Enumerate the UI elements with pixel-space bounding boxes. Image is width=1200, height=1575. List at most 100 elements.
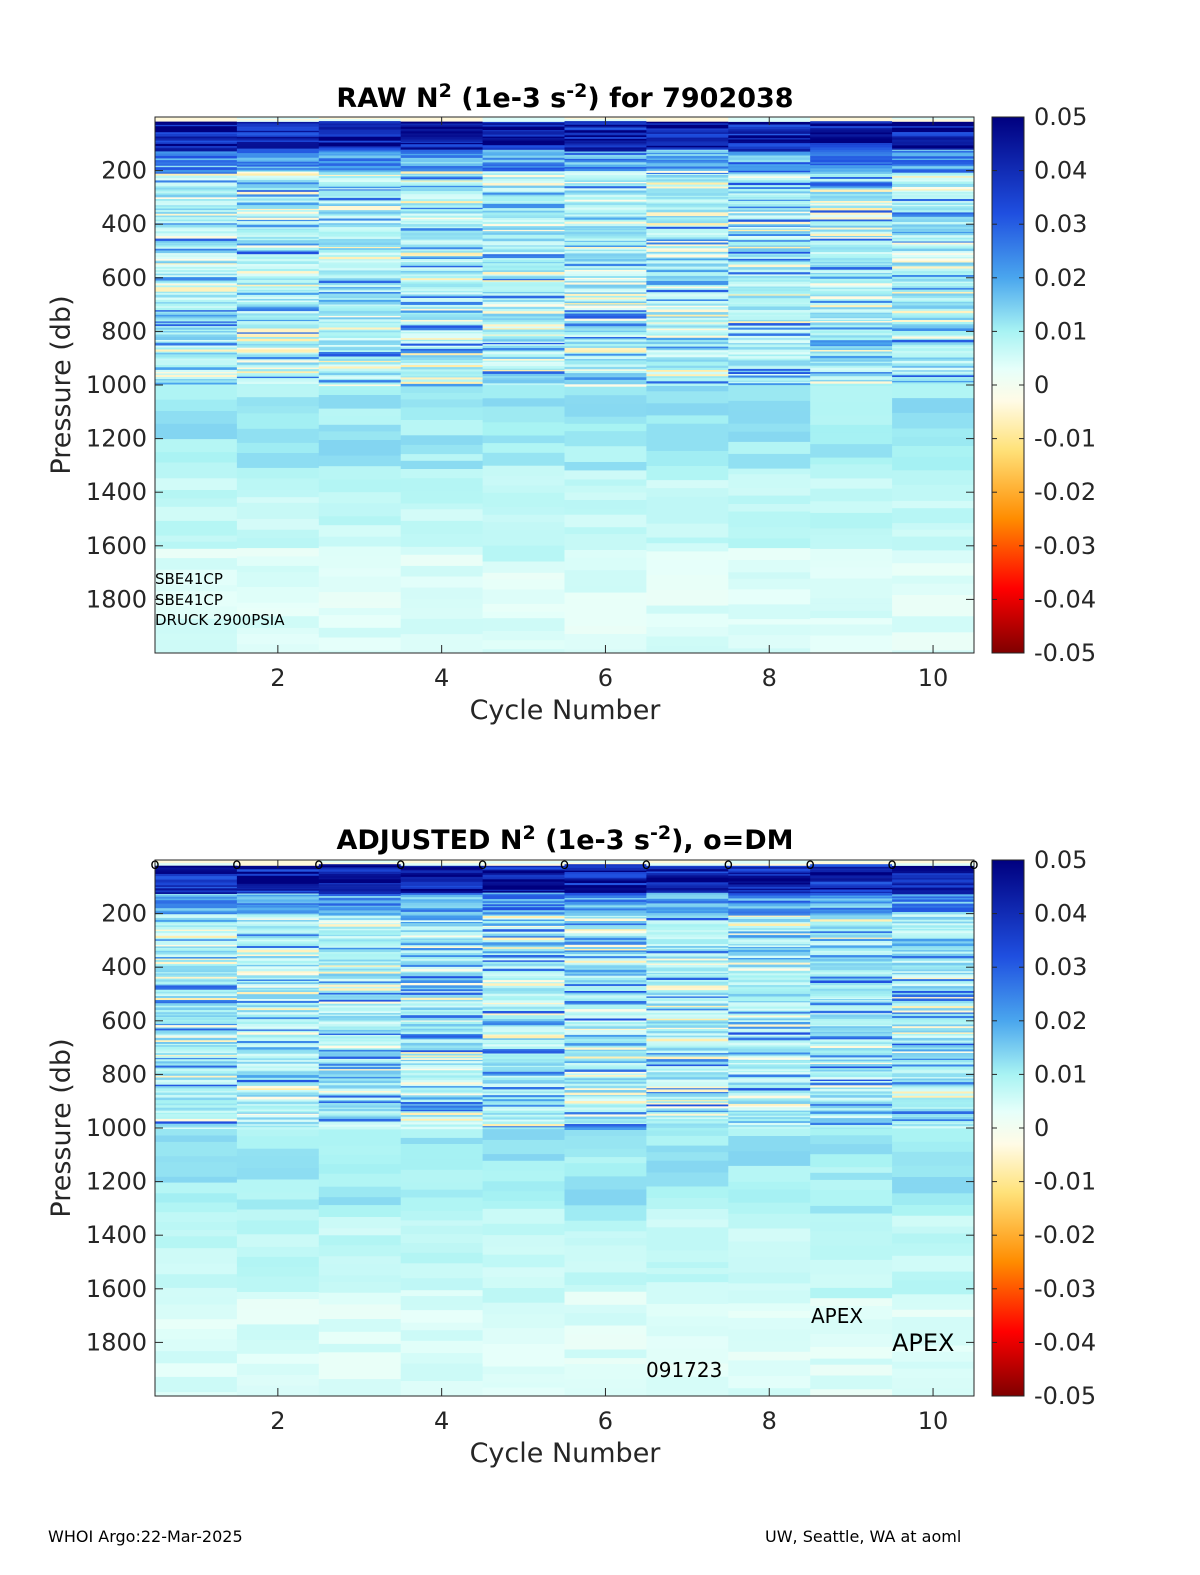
- heatmap-cell: [400, 867, 483, 869]
- heatmap-cell: [810, 288, 893, 292]
- heatmap-cell: [810, 287, 893, 290]
- heatmap-cell: [810, 185, 893, 189]
- heatmap-cell: [728, 1360, 811, 1377]
- heatmap-cell: [236, 286, 320, 289]
- heatmap-cell: [400, 1182, 483, 1191]
- heatmap-cell: [236, 1395, 320, 1396]
- heatmap-cell: [892, 123, 974, 127]
- heatmap-cell: [564, 1016, 647, 1019]
- heatmap-cell: [646, 117, 729, 120]
- dm-marker: o: [314, 855, 323, 873]
- heatmap-cell: [892, 998, 974, 1002]
- heatmap-cell: [564, 1231, 647, 1239]
- heatmap-cell: [810, 902, 893, 904]
- heatmap-cell: [564, 874, 647, 878]
- heatmap-cell: [482, 953, 565, 956]
- heatmap-cell: [482, 320, 565, 323]
- heatmap-cell: [482, 912, 565, 916]
- heatmap-cell: [728, 1119, 811, 1122]
- heatmap-cell: [810, 258, 893, 261]
- heatmap-cell: [810, 294, 893, 297]
- heatmap-cell: [318, 928, 402, 931]
- heatmap-cell: [318, 299, 402, 303]
- heatmap-cell: [892, 1086, 974, 1089]
- heatmap-cell: [728, 962, 811, 965]
- heatmap-cell: [236, 1044, 320, 1048]
- heatmap-cell: [318, 1053, 402, 1056]
- heatmap-cell: [646, 990, 729, 993]
- heatmap-cell: [892, 874, 974, 878]
- heatmap-cell: [564, 218, 647, 221]
- heatmap-cell: [482, 267, 565, 271]
- heatmap-cell: [646, 193, 729, 197]
- y-tick-label: 1400: [86, 478, 147, 506]
- heatmap-cell: [155, 367, 238, 371]
- heatmap-cell: [236, 1000, 320, 1004]
- heatmap-cell: [318, 1083, 402, 1086]
- heatmap-cell: [155, 863, 238, 867]
- heatmap-cell: [728, 474, 811, 489]
- heatmap-cell: [892, 187, 974, 190]
- heatmap-cell: [810, 909, 893, 912]
- heatmap-cell: [810, 143, 893, 146]
- heatmap-cell: [728, 281, 811, 285]
- heatmap-cell: [810, 1061, 893, 1064]
- heatmap-cell: [236, 177, 320, 181]
- heatmap-cell: [810, 154, 893, 157]
- heatmap-cell: [236, 885, 320, 889]
- heatmap-cell: [646, 325, 729, 328]
- heatmap-cell: [236, 1340, 320, 1355]
- heatmap-cell: [318, 455, 402, 467]
- heatmap-cell: [155, 291, 238, 294]
- heatmap-cell: [318, 1035, 402, 1037]
- heatmap-cell: [318, 1070, 402, 1074]
- heatmap-cell: [400, 924, 483, 927]
- heatmap-cell: [646, 1198, 729, 1210]
- heatmap-cell: [155, 520, 238, 537]
- heatmap-cell: [564, 940, 647, 942]
- heatmap-cell: [646, 182, 729, 185]
- heatmap-cell: [318, 218, 402, 221]
- heatmap-cell: [318, 986, 402, 989]
- heatmap-cell: [236, 987, 320, 990]
- heatmap-cell: [892, 1124, 974, 1127]
- heatmap-cell: [646, 379, 729, 382]
- heatmap-cell: [155, 1049, 238, 1053]
- heatmap-cell: [236, 478, 320, 491]
- heatmap-cell: [810, 136, 893, 139]
- heatmap-cell: [400, 137, 483, 140]
- heatmap-cell: [482, 1114, 565, 1117]
- heatmap-cell: [564, 870, 647, 873]
- heatmap-cell: [646, 143, 729, 145]
- heatmap-cell: [155, 906, 238, 909]
- heatmap-cell: [646, 352, 729, 355]
- heatmap-cell: [892, 899, 974, 903]
- heatmap-cell: [810, 444, 893, 458]
- heatmap-cell: [810, 1031, 893, 1034]
- heatmap-cell: [318, 900, 402, 904]
- heatmap-cell: [318, 127, 402, 130]
- heatmap-cell: [564, 299, 647, 302]
- heatmap-cell: [810, 240, 893, 244]
- heatmap-cell: [236, 208, 320, 211]
- heatmap-cell: [155, 248, 238, 251]
- heatmap-cell: [155, 213, 238, 216]
- heatmap-cell: [236, 148, 320, 151]
- heatmap-cell: [564, 182, 647, 184]
- heatmap-cell: [236, 1124, 320, 1127]
- heatmap-cell: [155, 360, 238, 364]
- heatmap-cell: [810, 996, 893, 999]
- heatmap-cell: [728, 1090, 811, 1094]
- heatmap-cell: [728, 933, 811, 936]
- heatmap-cell: [810, 592, 893, 599]
- heatmap-cell: [155, 640, 238, 653]
- heatmap-cell: [482, 1044, 565, 1047]
- heatmap-cell: [236, 228, 320, 231]
- heatmap-cell: [318, 930, 402, 934]
- heatmap-cell: [892, 873, 974, 875]
- heatmap-cell: [646, 1336, 729, 1349]
- heatmap-cell: [892, 339, 974, 343]
- heatmap-cell: [892, 1078, 974, 1081]
- heatmap-cell: [155, 1088, 238, 1092]
- heatmap-cell: [400, 974, 483, 977]
